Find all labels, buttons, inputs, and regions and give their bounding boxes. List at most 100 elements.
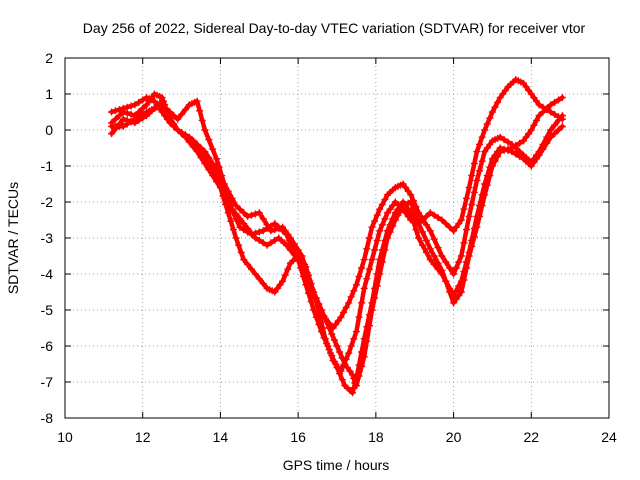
data-point-marker [527, 126, 535, 134]
y-tick-label: -2 [41, 194, 54, 210]
data-point-marker [182, 133, 189, 141]
data-point-marker [330, 336, 338, 344]
data-point-marker [415, 220, 423, 228]
data-point-marker [201, 160, 209, 168]
data-point-marker [302, 263, 310, 271]
data-point-marker [457, 288, 465, 296]
data-point-marker [349, 371, 356, 379]
data-point-marker [535, 112, 543, 120]
data-point-marker [381, 196, 389, 204]
data-point-marker [162, 108, 170, 116]
x-tick-label: 20 [446, 429, 462, 445]
data-point-marker [315, 300, 323, 308]
data-point-marker [384, 209, 391, 217]
data-point-marker [244, 260, 252, 268]
data-point-marker [419, 241, 426, 249]
y-tick-label: 1 [45, 86, 53, 102]
data-point-marker [412, 212, 420, 220]
data-point-marker [255, 275, 263, 283]
data-point-marker [248, 211, 255, 219]
data-point-marker [279, 277, 287, 285]
data-point-marker [404, 187, 412, 195]
data-point-marker [442, 220, 450, 228]
data-point-marker [263, 241, 271, 249]
y-tick-label: -4 [41, 266, 54, 282]
data-point-marker [496, 148, 504, 156]
data-point-marker [143, 101, 151, 109]
data-point-marker [426, 245, 434, 253]
data-point-marker [193, 148, 201, 156]
data-point-marker [558, 112, 566, 120]
data-point-marker [350, 287, 358, 295]
data-point-marker [547, 108, 555, 116]
data-point-marker [236, 223, 244, 231]
data-point-marker [115, 106, 123, 114]
data-point-marker [465, 184, 473, 192]
data-point-marker [174, 115, 182, 123]
data-point-marker [305, 289, 312, 297]
data-point-marker [297, 256, 305, 264]
series-line [109, 95, 565, 396]
x-tick-label: 16 [290, 429, 306, 445]
data-point-marker [463, 194, 470, 202]
data-point-marker [215, 172, 223, 180]
data-point-marker [323, 340, 331, 348]
data-point-marker [468, 242, 476, 250]
data-point-marker [315, 320, 323, 328]
data-point-marker [255, 228, 263, 236]
data-point-marker [481, 191, 489, 199]
data-point-marker [170, 122, 178, 130]
data-point-marker [430, 252, 438, 260]
data-point-marker [358, 299, 366, 307]
data-point-marker [483, 181, 491, 189]
y-tick-label: -8 [41, 410, 54, 426]
data-point-marker [244, 224, 252, 232]
data-point-marker [530, 121, 538, 129]
data-point-marker [494, 98, 502, 106]
data-point-marker [465, 212, 473, 220]
data-point-marker [457, 252, 465, 260]
data-point-marker [341, 360, 349, 368]
data-point-marker [399, 180, 407, 188]
data-point-marker [452, 223, 460, 231]
data-point-marker [491, 103, 499, 111]
data-point-marker [500, 136, 508, 144]
data-point-marker [333, 364, 341, 372]
data-point-marker [209, 172, 217, 180]
data-point-marker [235, 241, 243, 249]
data-point-marker [358, 264, 366, 272]
data-point-marker [323, 318, 331, 326]
data-point-marker [131, 115, 139, 123]
data-point-marker [504, 145, 512, 153]
data-point-marker [500, 146, 508, 154]
data-point-marker [232, 210, 240, 218]
data-point-marker [271, 236, 279, 244]
data-point-marker [334, 317, 342, 325]
data-point-marker [525, 86, 533, 94]
data-point-marker [488, 108, 496, 116]
data-point-marker [279, 227, 287, 235]
data-point-marker [276, 281, 284, 289]
data-point-marker [205, 154, 213, 162]
data-point-marker [347, 342, 355, 350]
data-point-marker [394, 211, 402, 219]
data-point-marker [460, 205, 468, 213]
data-point-marker [508, 144, 516, 152]
data-point-marker [205, 166, 213, 174]
data-point-marker [283, 241, 290, 249]
data-point-marker [248, 265, 255, 273]
data-point-marker [112, 115, 119, 123]
data-point-marker [539, 108, 547, 116]
data-point-marker [481, 126, 489, 134]
data-point-marker [349, 389, 356, 397]
data-point-marker [227, 217, 235, 225]
data-point-marker [512, 142, 520, 150]
data-point-marker [543, 104, 551, 112]
data-point-marker [533, 97, 540, 105]
data-point-marker [468, 172, 476, 180]
data-point-marker [240, 209, 248, 217]
data-point-marker [209, 145, 217, 153]
data-point-marker [286, 246, 294, 254]
